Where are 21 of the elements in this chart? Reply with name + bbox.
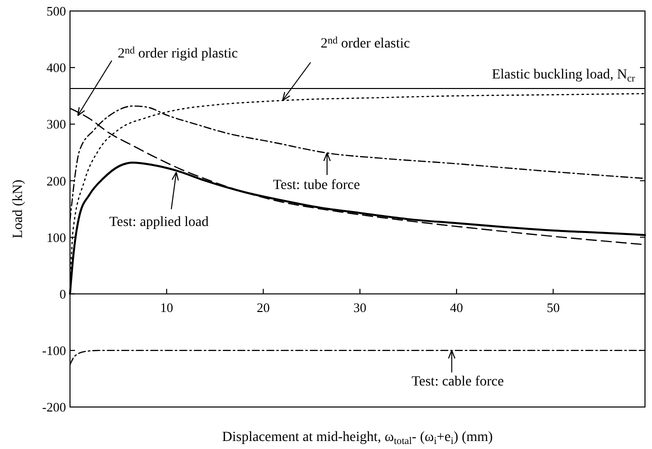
y-tick-label: 100: [46, 230, 66, 245]
x-tick-label: 10: [160, 300, 174, 315]
x-tick-label: 40: [450, 300, 464, 315]
y-tick-label: 0: [60, 286, 66, 302]
x-tick-label: 30: [353, 300, 366, 315]
annotation: Test: applied load: [109, 215, 209, 230]
y-tick-label: 400: [46, 60, 66, 76]
annotation: 2$^{nd}$ order elastic: [320, 34, 410, 52]
y-tick-label: -200: [42, 400, 66, 415]
y-tick-label: 300: [46, 116, 66, 132]
y-tick-label: 200: [46, 173, 66, 188]
x-tick-label: 20: [256, 300, 270, 315]
annotation: Test: cable force: [412, 374, 504, 390]
x-axis-title: Displacement at mid-height, ω$_{total}$- (ω$_{i}$+e$_{i}$) (mm): [222, 430, 494, 447]
annotation: Test: tube force: [273, 178, 360, 193]
annotation: 2$^{nd}$ order rigid plastic: [118, 45, 238, 62]
y-tick-label: 500: [46, 4, 66, 19]
y-axis-title: Load (kN): [11, 179, 26, 238]
legend-label: Elastic buckling load, N$_{cr}$: [492, 68, 636, 85]
y-tick-label: -100: [42, 342, 66, 358]
x-tick-label: 50: [546, 300, 560, 315]
